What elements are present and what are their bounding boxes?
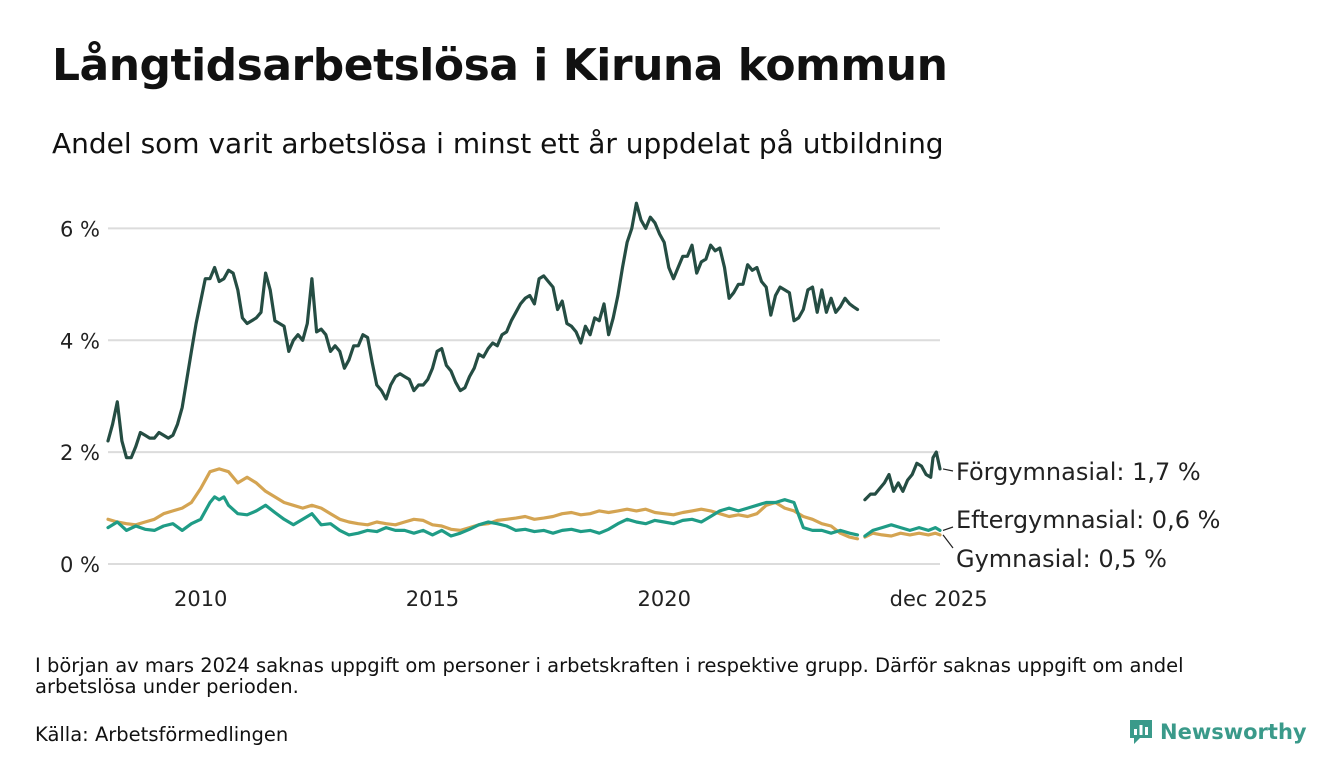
label-leader-line: [942, 534, 954, 549]
gridlines: [108, 227, 940, 565]
x-tick-label: 2015: [406, 587, 459, 611]
series-end-labels: Förgymnasial: 1,7 % Eftergymnasial: 0,6 %…: [942, 458, 1220, 573]
y-axis-tick-labels: 0 % 2 % 4 % 6 %: [60, 217, 100, 577]
brand-logo: Newsworthy: [1128, 718, 1307, 746]
x-axis-tick-labels: 2010 2015 2020 dec 2025: [174, 587, 988, 611]
gymnasial-line-after-gap: [863, 531, 942, 539]
series-end-label: Förgymnasial: 1,7 %: [956, 458, 1201, 486]
y-tick-label: 6 %: [60, 217, 100, 241]
gymnasial-line: [106, 467, 860, 541]
x-tick-label: dec 2025: [890, 587, 988, 611]
x-tick-label: 2010: [174, 587, 227, 611]
y-tick-label: 2 %: [60, 441, 100, 465]
newsworthy-logo-icon: [1130, 720, 1152, 744]
footnote: I början av mars 2024 saknas uppgift om …: [35, 654, 1184, 698]
source-text: Källa: Arbetsförmedlingen: [35, 723, 289, 746]
chart-title: Långtidsarbetslösa i Kiruna kommun: [52, 40, 948, 91]
x-tick-label: 2020: [637, 587, 690, 611]
series-end-label: Gymnasial: 0,5 %: [956, 545, 1167, 573]
förgymnasial-line: [106, 201, 860, 460]
y-tick-label: 0 %: [60, 553, 100, 577]
förgymnasial-line-after-gap: [863, 450, 942, 502]
line-chart: 0 % 2 % 4 % 6 % 2010 2015 2020 dec 2025 Förgym…: [60, 201, 1220, 611]
series-end-label: Eftergymnasial: 0,6 %: [956, 506, 1220, 534]
eftergymnasial-line: [106, 495, 860, 538]
chart-subtitle: Andel som varit arbetslösa i minst ett å…: [52, 127, 944, 160]
series-lines: [106, 201, 942, 541]
label-leader-line: [942, 468, 954, 472]
eftergymnasial-line-after-gap: [863, 523, 942, 538]
label-leader-line: [942, 526, 954, 532]
y-tick-label: 4 %: [60, 329, 100, 353]
brand-name: Newsworthy: [1160, 720, 1307, 744]
